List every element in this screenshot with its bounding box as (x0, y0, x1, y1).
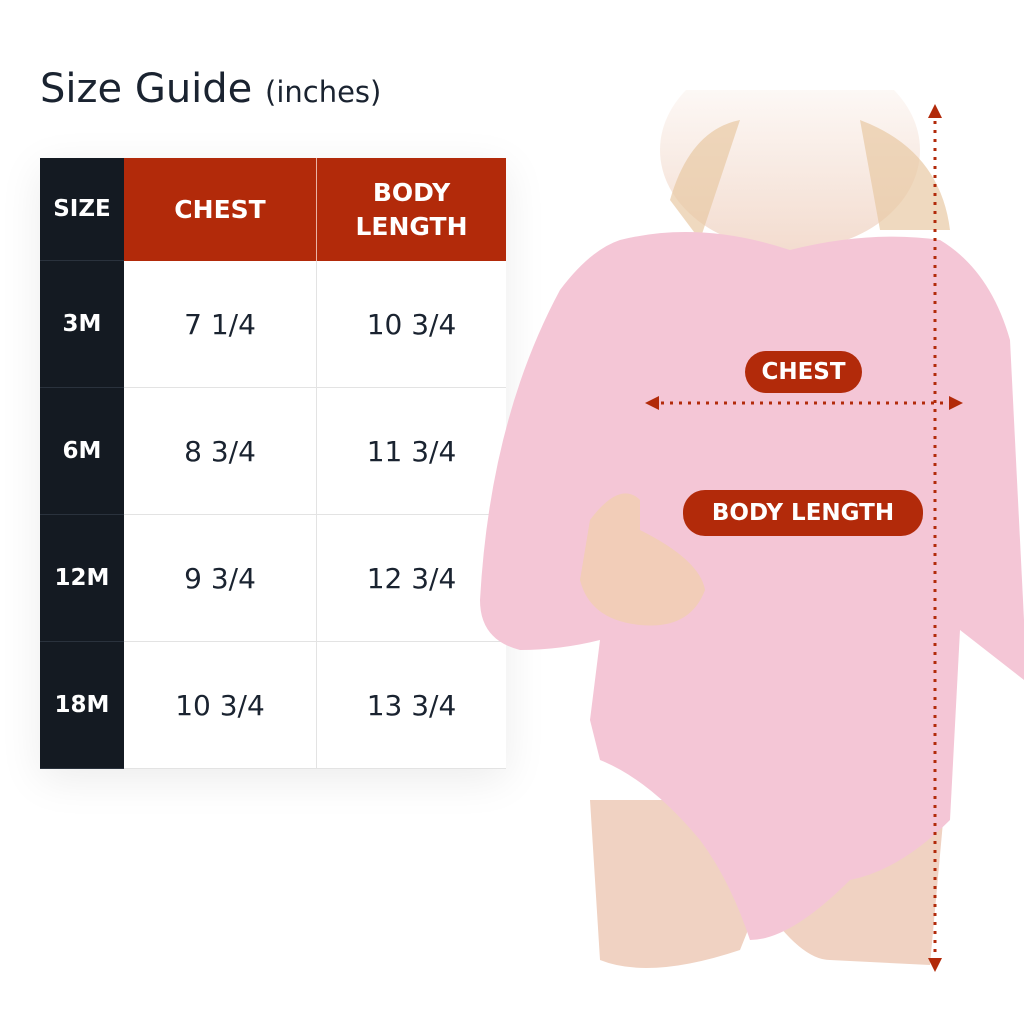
baby-bodysuit-illustration (480, 90, 1024, 972)
body-length-label: BODY LENGTH (683, 490, 923, 536)
chest-cell: 9 3/4 (124, 515, 317, 642)
body-length-cell: 12 3/4 (317, 515, 506, 642)
body-length-cell: 10 3/4 (317, 261, 506, 388)
size-cell: 6M (40, 388, 124, 515)
header-size: SIZE (40, 158, 124, 261)
arrow-down-icon (928, 958, 942, 972)
table-row: 12M 9 3/4 12 3/4 (40, 515, 506, 642)
table-row: 6M 8 3/4 11 3/4 (40, 388, 506, 515)
page-title: Size Guide (inches) (40, 66, 381, 112)
chest-label: CHEST (745, 351, 862, 393)
size-cell: 12M (40, 515, 124, 642)
size-table: SIZE CHEST BODY LENGTH 3M 7 1/4 10 3/4 6M 8 … (40, 158, 506, 769)
header-body-length: BODY LENGTH (317, 158, 506, 261)
chest-cell: 10 3/4 (124, 642, 317, 769)
size-cell: 3M (40, 261, 124, 388)
body-length-cell: 11 3/4 (317, 388, 506, 515)
chest-cell: 8 3/4 (124, 388, 317, 515)
table-row: 3M 7 1/4 10 3/4 (40, 261, 506, 388)
title-main: Size Guide (40, 66, 253, 112)
table-header: SIZE CHEST BODY LENGTH (40, 158, 506, 261)
chest-cell: 7 1/4 (124, 261, 317, 388)
title-unit: (inches) (265, 75, 382, 109)
arrow-right-icon (949, 396, 963, 410)
arrow-left-icon (645, 396, 659, 410)
hair (670, 120, 950, 240)
size-cell: 18M (40, 642, 124, 769)
table-row: 18M 10 3/4 13 3/4 (40, 642, 506, 769)
arrow-up-icon (928, 104, 942, 118)
hand (580, 493, 705, 626)
bodysuit (480, 232, 1024, 940)
header-chest: CHEST (124, 158, 317, 261)
body-length-cell: 13 3/4 (317, 642, 506, 769)
